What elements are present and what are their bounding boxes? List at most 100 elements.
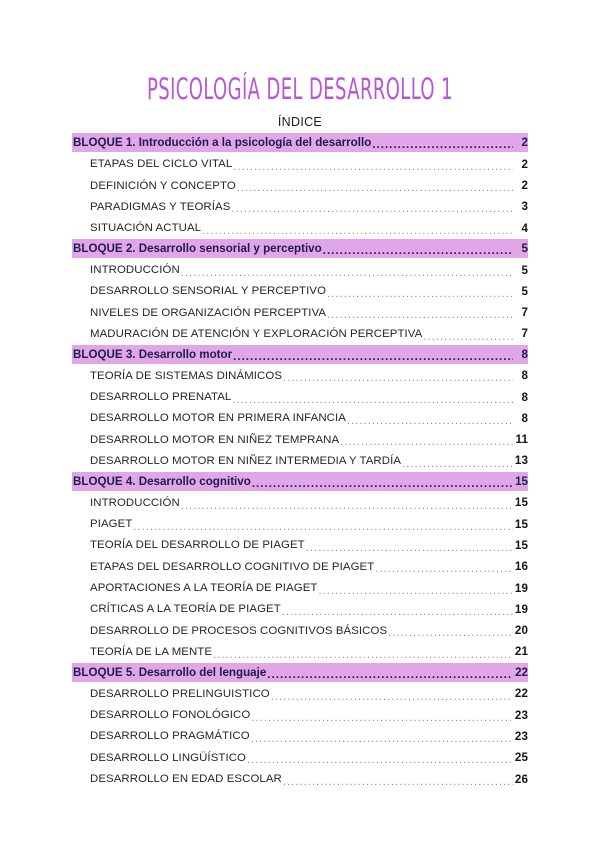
table-of-contents: BLOQUE 1. Introducción a la psicología d… bbox=[72, 133, 528, 790]
toc-dot-leader bbox=[181, 492, 513, 513]
toc-entry-row[interactable]: INTRODUCCIÓN 15 bbox=[72, 492, 528, 513]
toc-dot-leader bbox=[252, 472, 513, 491]
toc-page-number: 26 bbox=[514, 772, 528, 786]
toc-entry-row[interactable]: DESARROLLO MOTOR EN PRIMERA INFANCIA 8 bbox=[72, 408, 528, 429]
toc-dot-leader bbox=[372, 133, 513, 152]
toc-dot-leader bbox=[213, 641, 513, 662]
toc-page-number: 13 bbox=[514, 454, 528, 468]
toc-page-number: 7 bbox=[521, 306, 528, 320]
toc-dot-leader bbox=[133, 514, 513, 535]
toc-entry-row[interactable]: ETAPAS DEL CICLO VITAL 2 bbox=[72, 154, 528, 175]
toc-page-number: 5 bbox=[521, 263, 528, 277]
toc-entry-row[interactable]: TEORÍA DE LA MENTE 21 bbox=[72, 641, 528, 662]
toc-entry-label: DESARROLLO MOTOR EN NIÑEZ INTERMEDIA Y T… bbox=[90, 454, 402, 467]
toc-entry-row[interactable]: TEORÍA DEL DESARROLLO DE PIAGET 15 bbox=[72, 535, 528, 556]
toc-entry-label: CRÍTICAS A LA TEORÍA DE PIAGET bbox=[90, 603, 281, 616]
toc-entry-row[interactable]: DESARROLLO MOTOR EN NIÑEZ INTERMEDIA Y T… bbox=[72, 450, 528, 471]
toc-entry-row[interactable]: CRÍTICAS A LA TEORÍA DE PIAGET 19 bbox=[72, 599, 528, 620]
toc-entry-label: MADURACIÓN DE ATENCIÓN Y EXPLORACIÓN PER… bbox=[90, 327, 423, 340]
toc-entry-label: DESARROLLO LINGÜÍSTICO bbox=[90, 751, 247, 764]
toc-entry-row[interactable]: DESARROLLO LINGÜÍSTICO 25 bbox=[72, 747, 528, 768]
toc-bloque-row[interactable]: BLOQUE 1. Introducción a la psicología d… bbox=[72, 133, 528, 152]
page-title: PSICOLOGÍA DEL DESARROLLO 1 bbox=[147, 72, 453, 107]
toc-dot-leader bbox=[283, 768, 513, 789]
toc-entry-row[interactable]: SITUACIÓN ACTUAL 4 bbox=[72, 217, 528, 238]
toc-dot-leader bbox=[282, 599, 513, 620]
toc-entry-label: INTRODUCCIÓN bbox=[90, 496, 180, 509]
toc-page-number: 11 bbox=[515, 433, 528, 447]
toc-entry-label: ETAPAS DEL DESARROLLO COGNITIVO DE PIAGE… bbox=[90, 560, 375, 573]
toc-dot-leader bbox=[375, 556, 513, 577]
toc-page-number: 3 bbox=[521, 200, 528, 214]
toc-page-number: 4 bbox=[521, 221, 528, 235]
toc-bloque-row[interactable]: BLOQUE 3. Desarrollo motor 8 bbox=[72, 344, 528, 364]
toc-entry-row[interactable]: DESARROLLO PRAGMÁTICO 23 bbox=[72, 726, 528, 747]
toc-entry-row[interactable]: DESARROLLO PRELINGUISTICO 22 bbox=[72, 683, 528, 704]
toc-page-number: 2 bbox=[521, 136, 528, 149]
toc-page-number: 2 bbox=[521, 179, 528, 193]
toc-page-number: 7 bbox=[521, 327, 528, 341]
toc-page-number: 15 bbox=[514, 538, 528, 552]
toc-dot-leader bbox=[251, 705, 513, 726]
toc-entry-label: TEORÍA DEL DESARROLLO DE PIAGET bbox=[90, 539, 305, 552]
toc-page-number: 21 bbox=[514, 645, 528, 659]
toc-bloque-row[interactable]: BLOQUE 4. Desarrollo cognitivo 15 bbox=[72, 471, 528, 491]
toc-entry-label: BLOQUE 4. Desarrollo cognitivo bbox=[73, 474, 251, 488]
toc-entry-row[interactable]: DESARROLLO MOTOR EN NIÑEZ TEMPRANA 11 bbox=[72, 429, 528, 450]
toc-entry-row[interactable]: PARADIGMAS Y TEORÍAS 3 bbox=[72, 196, 528, 217]
toc-page-number: 19 bbox=[514, 602, 528, 616]
toc-entry-row[interactable]: APORTACIONES A LA TEORÍA DE PIAGET 19 bbox=[72, 577, 528, 598]
toc-dot-leader bbox=[340, 429, 513, 450]
toc-entry-label: TEORÍA DE SISTEMAS DINÁMICOS bbox=[90, 369, 283, 382]
toc-dot-leader bbox=[327, 302, 513, 323]
toc-entry-label: DESARROLLO EN EDAD ESCOLAR bbox=[90, 773, 282, 786]
toc-dot-leader bbox=[247, 747, 513, 768]
toc-page-number: 2 bbox=[521, 157, 528, 171]
toc-dot-leader bbox=[181, 259, 513, 280]
toc-dot-leader bbox=[327, 281, 513, 302]
toc-entry-label: BLOQUE 5. Desarrollo del lenguaje bbox=[73, 665, 267, 679]
toc-page-number: 8 bbox=[521, 369, 528, 383]
toc-dot-leader bbox=[251, 726, 513, 747]
toc-page-number: 8 bbox=[521, 411, 528, 425]
toc-bloque-row[interactable]: BLOQUE 5. Desarrollo del lenguaje 22 bbox=[72, 662, 528, 682]
toc-dot-leader bbox=[237, 175, 513, 196]
toc-dot-leader bbox=[271, 683, 513, 704]
toc-entry-row[interactable]: DESARROLLO FONOLÓGICO 23 bbox=[72, 705, 528, 726]
toc-entry-label: SITUACIÓN ACTUAL bbox=[90, 222, 202, 235]
toc-entry-row[interactable]: MADURACIÓN DE ATENCIÓN Y EXPLORACIÓN PER… bbox=[72, 323, 528, 344]
toc-page-number: 5 bbox=[521, 284, 528, 298]
toc-entry-row[interactable]: DESARROLLO SENSORIAL Y PERCEPTIVO 5 bbox=[72, 281, 528, 302]
toc-page-number: 15 bbox=[514, 517, 528, 531]
toc-dot-leader bbox=[388, 620, 513, 641]
toc-entry-label: PIAGET bbox=[90, 518, 133, 531]
toc-dot-leader bbox=[423, 323, 513, 344]
toc-entry-label: DESARROLLO MOTOR EN NIÑEZ TEMPRANA bbox=[90, 433, 340, 446]
toc-page-number: 23 bbox=[514, 729, 528, 743]
index-heading: ÍNDICE bbox=[277, 115, 323, 129]
toc-entry-row[interactable]: DESARROLLO EN EDAD ESCOLAR 26 bbox=[72, 768, 528, 789]
toc-entry-row[interactable]: ETAPAS DEL DESARROLLO COGNITIVO DE PIAGE… bbox=[72, 556, 528, 577]
toc-entry-row[interactable]: DESARROLLO DE PROCESOS COGNITIVOS BÁSICO… bbox=[72, 620, 528, 641]
toc-page-number: 20 bbox=[514, 624, 528, 638]
toc-entry-label: DEFINICIÓN Y CONCEPTO bbox=[90, 179, 236, 192]
toc-entry-row[interactable]: INTRODUCCIÓN 5 bbox=[72, 259, 528, 280]
toc-entry-label: BLOQUE 3. Desarrollo motor bbox=[73, 347, 233, 361]
toc-dot-leader bbox=[233, 154, 513, 175]
toc-dot-leader bbox=[233, 345, 513, 364]
toc-bloque-row[interactable]: BLOQUE 2. Desarrollo sensorial y percept… bbox=[72, 238, 528, 258]
toc-entry-label: DESARROLLO SENSORIAL Y PERCEPTIVO bbox=[90, 285, 327, 298]
toc-entry-label: BLOQUE 2. Desarrollo sensorial y percept… bbox=[73, 241, 322, 255]
toc-entry-row[interactable]: PIAGET 15 bbox=[72, 514, 528, 535]
toc-entry-label: DESARROLLO PRENATAL bbox=[90, 391, 232, 404]
toc-entry-row[interactable]: DESARROLLO PRENATAL 8 bbox=[72, 386, 528, 407]
toc-entry-label: TEORÍA DE LA MENTE bbox=[90, 645, 213, 658]
toc-entry-row[interactable]: TEORÍA DE SISTEMAS DINÁMICOS 8 bbox=[72, 365, 528, 386]
toc-entry-row[interactable]: NIVELES DE ORGANIZACIÓN PERCEPTIVA 7 bbox=[72, 302, 528, 323]
toc-page-number: 19 bbox=[514, 581, 528, 595]
toc-dot-leader bbox=[347, 408, 513, 429]
toc-entry-row[interactable]: DEFINICIÓN Y CONCEPTO 2 bbox=[72, 175, 528, 196]
toc-page-number: 8 bbox=[521, 347, 528, 361]
toc-page-number: 22 bbox=[514, 687, 528, 701]
